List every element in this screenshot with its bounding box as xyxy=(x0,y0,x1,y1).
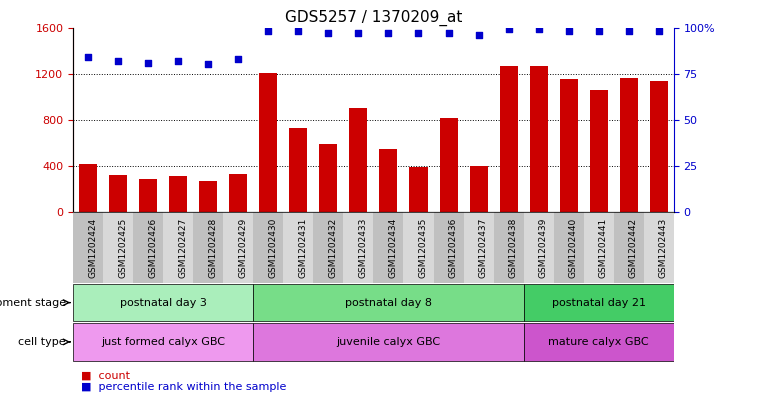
Bar xyxy=(313,212,343,283)
Bar xyxy=(403,212,434,283)
Bar xyxy=(259,73,277,212)
Point xyxy=(503,26,515,33)
Text: GSM1202439: GSM1202439 xyxy=(539,218,547,278)
Point xyxy=(262,28,275,34)
Bar xyxy=(614,212,644,283)
Bar xyxy=(73,284,253,321)
Bar xyxy=(343,212,373,283)
Point xyxy=(473,32,485,38)
Point xyxy=(112,58,125,64)
Text: GSM1202437: GSM1202437 xyxy=(479,218,487,278)
Point xyxy=(172,58,185,64)
Bar xyxy=(470,166,487,212)
Bar xyxy=(253,212,283,283)
Text: GSM1202425: GSM1202425 xyxy=(119,218,127,278)
Text: postnatal day 21: postnatal day 21 xyxy=(551,298,646,308)
Bar xyxy=(73,212,103,283)
Bar xyxy=(500,66,517,212)
Bar xyxy=(253,323,524,361)
Text: GSM1202434: GSM1202434 xyxy=(389,218,397,278)
Bar xyxy=(410,167,427,212)
Bar xyxy=(524,323,674,361)
Bar xyxy=(139,179,157,212)
Bar xyxy=(320,144,337,212)
Point xyxy=(233,56,245,62)
Text: GSM1202435: GSM1202435 xyxy=(419,218,427,278)
Bar xyxy=(620,78,638,212)
Bar xyxy=(524,284,674,321)
Bar xyxy=(73,323,253,361)
Point xyxy=(653,28,665,34)
Point xyxy=(593,28,605,34)
Text: GSM1202443: GSM1202443 xyxy=(659,218,668,278)
Bar xyxy=(223,212,253,283)
Text: mature calyx GBC: mature calyx GBC xyxy=(548,337,649,347)
Bar xyxy=(290,128,307,212)
Text: postnatal day 3: postnatal day 3 xyxy=(120,298,206,308)
Point xyxy=(82,54,94,60)
Text: juvenile calyx GBC: juvenile calyx GBC xyxy=(336,337,440,347)
Bar xyxy=(584,212,614,283)
Text: ■  percentile rank within the sample: ■ percentile rank within the sample xyxy=(81,382,286,392)
Point xyxy=(383,30,395,36)
Bar xyxy=(650,81,668,212)
Text: postnatal day 8: postnatal day 8 xyxy=(345,298,432,308)
Bar xyxy=(169,176,187,212)
Bar xyxy=(283,212,313,283)
Bar xyxy=(199,181,217,212)
Bar xyxy=(163,212,193,283)
Text: GSM1202426: GSM1202426 xyxy=(149,218,157,278)
Bar xyxy=(560,79,578,212)
Point xyxy=(562,28,574,34)
Text: GSM1202442: GSM1202442 xyxy=(628,218,638,278)
Bar xyxy=(229,174,247,212)
Text: GSM1202431: GSM1202431 xyxy=(299,218,307,278)
Text: GSM1202428: GSM1202428 xyxy=(208,218,217,278)
Bar xyxy=(380,149,397,212)
Text: GSM1202427: GSM1202427 xyxy=(178,218,187,278)
Text: GSM1202436: GSM1202436 xyxy=(448,218,457,278)
Text: GSM1202429: GSM1202429 xyxy=(239,218,247,278)
Bar xyxy=(253,284,524,321)
Text: ■  count: ■ count xyxy=(81,370,130,380)
Bar xyxy=(350,108,367,212)
Bar xyxy=(440,118,457,212)
Text: development stage: development stage xyxy=(0,298,69,308)
Bar xyxy=(530,66,547,212)
Point xyxy=(442,30,454,36)
Text: GSM1202424: GSM1202424 xyxy=(88,218,97,278)
Bar xyxy=(133,212,163,283)
Text: GSM1202438: GSM1202438 xyxy=(509,218,517,278)
Text: just formed calyx GBC: just formed calyx GBC xyxy=(101,337,226,347)
Title: GDS5257 / 1370209_at: GDS5257 / 1370209_at xyxy=(285,10,462,26)
Bar xyxy=(554,212,584,283)
Point xyxy=(293,28,305,34)
Bar xyxy=(590,90,608,212)
Bar xyxy=(434,212,464,283)
Bar xyxy=(464,212,494,283)
Text: GSM1202441: GSM1202441 xyxy=(599,218,608,278)
Point xyxy=(533,26,545,33)
Text: GSM1202430: GSM1202430 xyxy=(269,218,277,278)
Bar xyxy=(109,175,127,212)
Bar xyxy=(644,212,674,283)
Point xyxy=(142,59,155,66)
Text: GSM1202433: GSM1202433 xyxy=(359,218,367,278)
Bar xyxy=(193,212,223,283)
Bar xyxy=(373,212,403,283)
Point xyxy=(353,30,365,36)
Point xyxy=(413,30,425,36)
Bar xyxy=(494,212,524,283)
Point xyxy=(622,28,634,34)
Bar xyxy=(103,212,133,283)
Point xyxy=(323,30,335,36)
Text: GSM1202440: GSM1202440 xyxy=(568,218,578,278)
Bar xyxy=(524,212,554,283)
Point xyxy=(202,61,214,68)
Bar xyxy=(79,164,97,212)
Text: GSM1202432: GSM1202432 xyxy=(329,218,337,278)
Text: cell type: cell type xyxy=(18,337,69,347)
